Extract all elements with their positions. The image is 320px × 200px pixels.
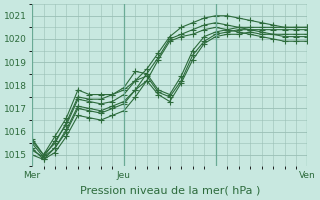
- X-axis label: Pression niveau de la mer( hPa ): Pression niveau de la mer( hPa ): [80, 186, 260, 196]
